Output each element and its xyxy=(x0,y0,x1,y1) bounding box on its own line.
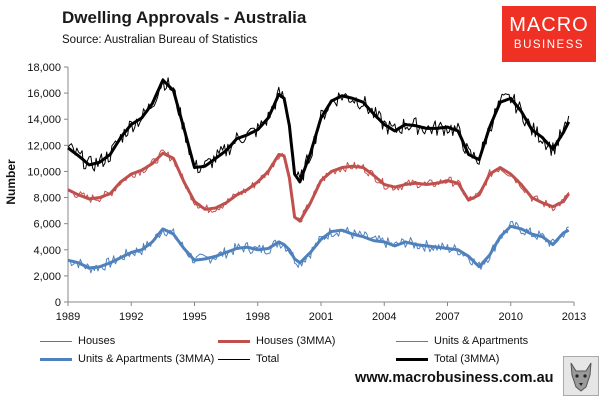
legend-swatch-total xyxy=(218,358,250,360)
legend-item-units-3mma: Units & Apartments (3MMA) xyxy=(40,352,214,366)
logo-line-1: MACRO xyxy=(509,14,589,36)
chart-axes: 0 2,000 4,000 6,000 8,000 10,000 12,000 14,000 1… xyxy=(27,62,586,323)
x-tick-label: 2004 xyxy=(372,311,396,323)
legend-label-total: Total xyxy=(256,353,280,365)
y-tick-label: 16,000 xyxy=(27,88,61,100)
legend-item-houses: Houses xyxy=(40,334,115,348)
x-tick-label: 1995 xyxy=(182,311,206,323)
legend-swatch-units-3mma xyxy=(40,357,72,361)
x-tick-label: 2001 xyxy=(309,311,333,323)
y-tick-label: 8,000 xyxy=(33,193,61,205)
y-tick-label: 14,000 xyxy=(27,114,61,126)
x-tick-label: 2007 xyxy=(435,311,459,323)
y-tick-label: 18,000 xyxy=(27,62,61,74)
legend-item-total: Total xyxy=(218,352,279,366)
legend-label-total-3mma: Total (3MMA) xyxy=(434,353,500,365)
dwelling-approvals-chart: 0 2,000 4,000 6,000 8,000 10,000 12,000 14,000 1… xyxy=(4,62,586,323)
y-tick-label: 2,000 xyxy=(33,271,61,283)
legend-label-units-3mma: Units & Apartments (3MMA) xyxy=(78,353,215,365)
legend-item-units: Units & Apartments xyxy=(396,334,528,348)
y-tick-label: 0 xyxy=(55,297,61,309)
x-tick-label: 1998 xyxy=(246,311,270,323)
legend-swatch-houses-3mma xyxy=(218,339,250,343)
legend-label-houses: Houses xyxy=(78,335,116,347)
x-tick-label: 2013 xyxy=(562,311,586,323)
x-tick-label: 2010 xyxy=(499,311,523,323)
series-line-total-3mma xyxy=(67,78,571,184)
y-tick-label: 12,000 xyxy=(27,140,61,152)
y-axis-label: Number xyxy=(4,159,18,205)
x-tick-label: 1992 xyxy=(119,311,143,323)
logo-line-2: BUSINESS xyxy=(513,39,585,51)
legend-swatch-total-3mma xyxy=(396,357,428,361)
series-line-units-apartments-3mma xyxy=(67,224,570,270)
legend-swatch-units xyxy=(396,340,428,342)
y-tick-label: 6,000 xyxy=(33,219,61,231)
macrobusiness-logo: MACRO BUSINESS xyxy=(502,6,596,62)
legend-swatch-houses xyxy=(40,340,72,342)
y-tick-label: 10,000 xyxy=(27,166,61,178)
y-tick-label: 4,000 xyxy=(33,245,61,257)
x-tick-label: 1989 xyxy=(56,311,80,323)
legend-label-units: Units & Apartments xyxy=(434,335,529,347)
legend-label-houses-3mma: Houses (3MMA) xyxy=(256,335,336,347)
chart-title: Dwelling Approvals - Australia xyxy=(62,8,307,27)
legend-item-total-3mma: Total (3MMA) xyxy=(396,352,499,366)
chart-source: Source: Australian Bureau of Statistics xyxy=(62,34,258,46)
legend-item-houses-3mma: Houses (3MMA) xyxy=(218,334,335,348)
chart-lines xyxy=(67,77,571,274)
series-line-houses-3mma xyxy=(67,151,570,223)
wolf-icon xyxy=(563,356,599,396)
website-url[interactable]: www.macrobusiness.com.au xyxy=(355,370,554,386)
